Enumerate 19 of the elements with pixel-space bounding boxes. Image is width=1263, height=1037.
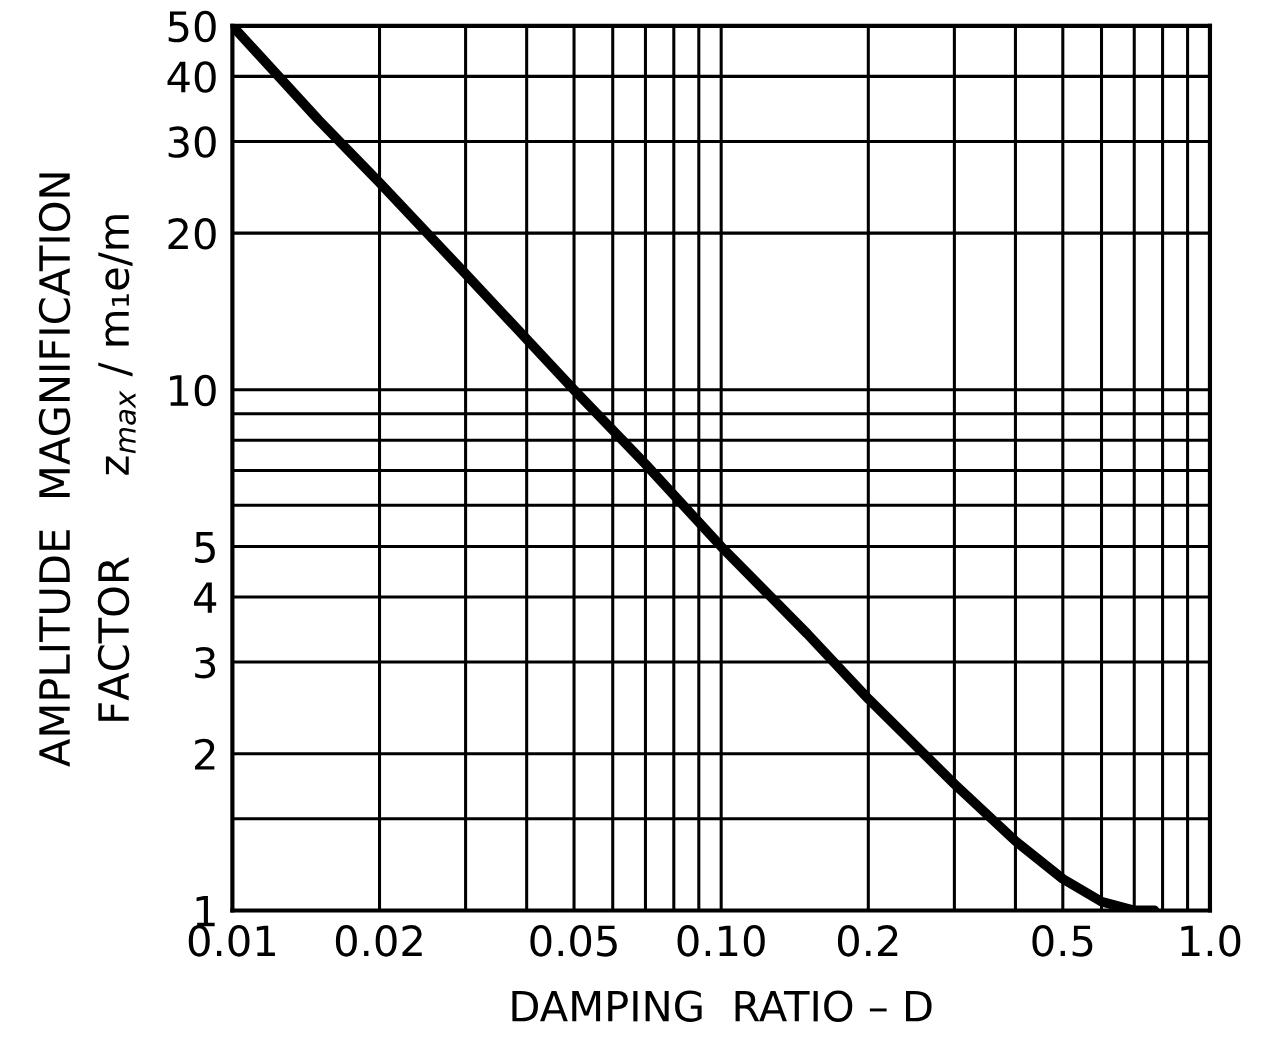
x-tick-label: 1.0	[1181, 925, 1241, 957]
x-tick-label: 0.05	[530, 925, 617, 957]
y-tick-label: 20	[168, 218, 216, 250]
x-axis-title: DAMPING RATIO – D	[512, 990, 932, 1022]
x-tick-label: 0.10	[677, 925, 765, 957]
y-axis-title: AMPLITUDE MAGNIFICATION FACTOR z$_{max}$ / m₁e/m	[38, 173, 136, 767]
y-tick-label: 2	[195, 738, 215, 770]
y-tick-label: 10	[170, 374, 216, 407]
x-tick-label: 0.2	[837, 925, 898, 957]
x-tick-label: 0.01	[188, 925, 275, 957]
y-tick-label: 40	[167, 61, 216, 93]
y-tick-label: 5	[195, 532, 215, 563]
y-tick-label: 4	[194, 582, 217, 613]
y-tick-label: 50	[168, 10, 216, 43]
y-tick-label: 30	[168, 126, 216, 158]
x-tick-label: 0.02	[335, 925, 422, 957]
x-tick-label: 0.5	[1032, 925, 1093, 957]
y-tick-label: 1	[196, 895, 215, 927]
y-tick-label: 3	[195, 646, 216, 679]
